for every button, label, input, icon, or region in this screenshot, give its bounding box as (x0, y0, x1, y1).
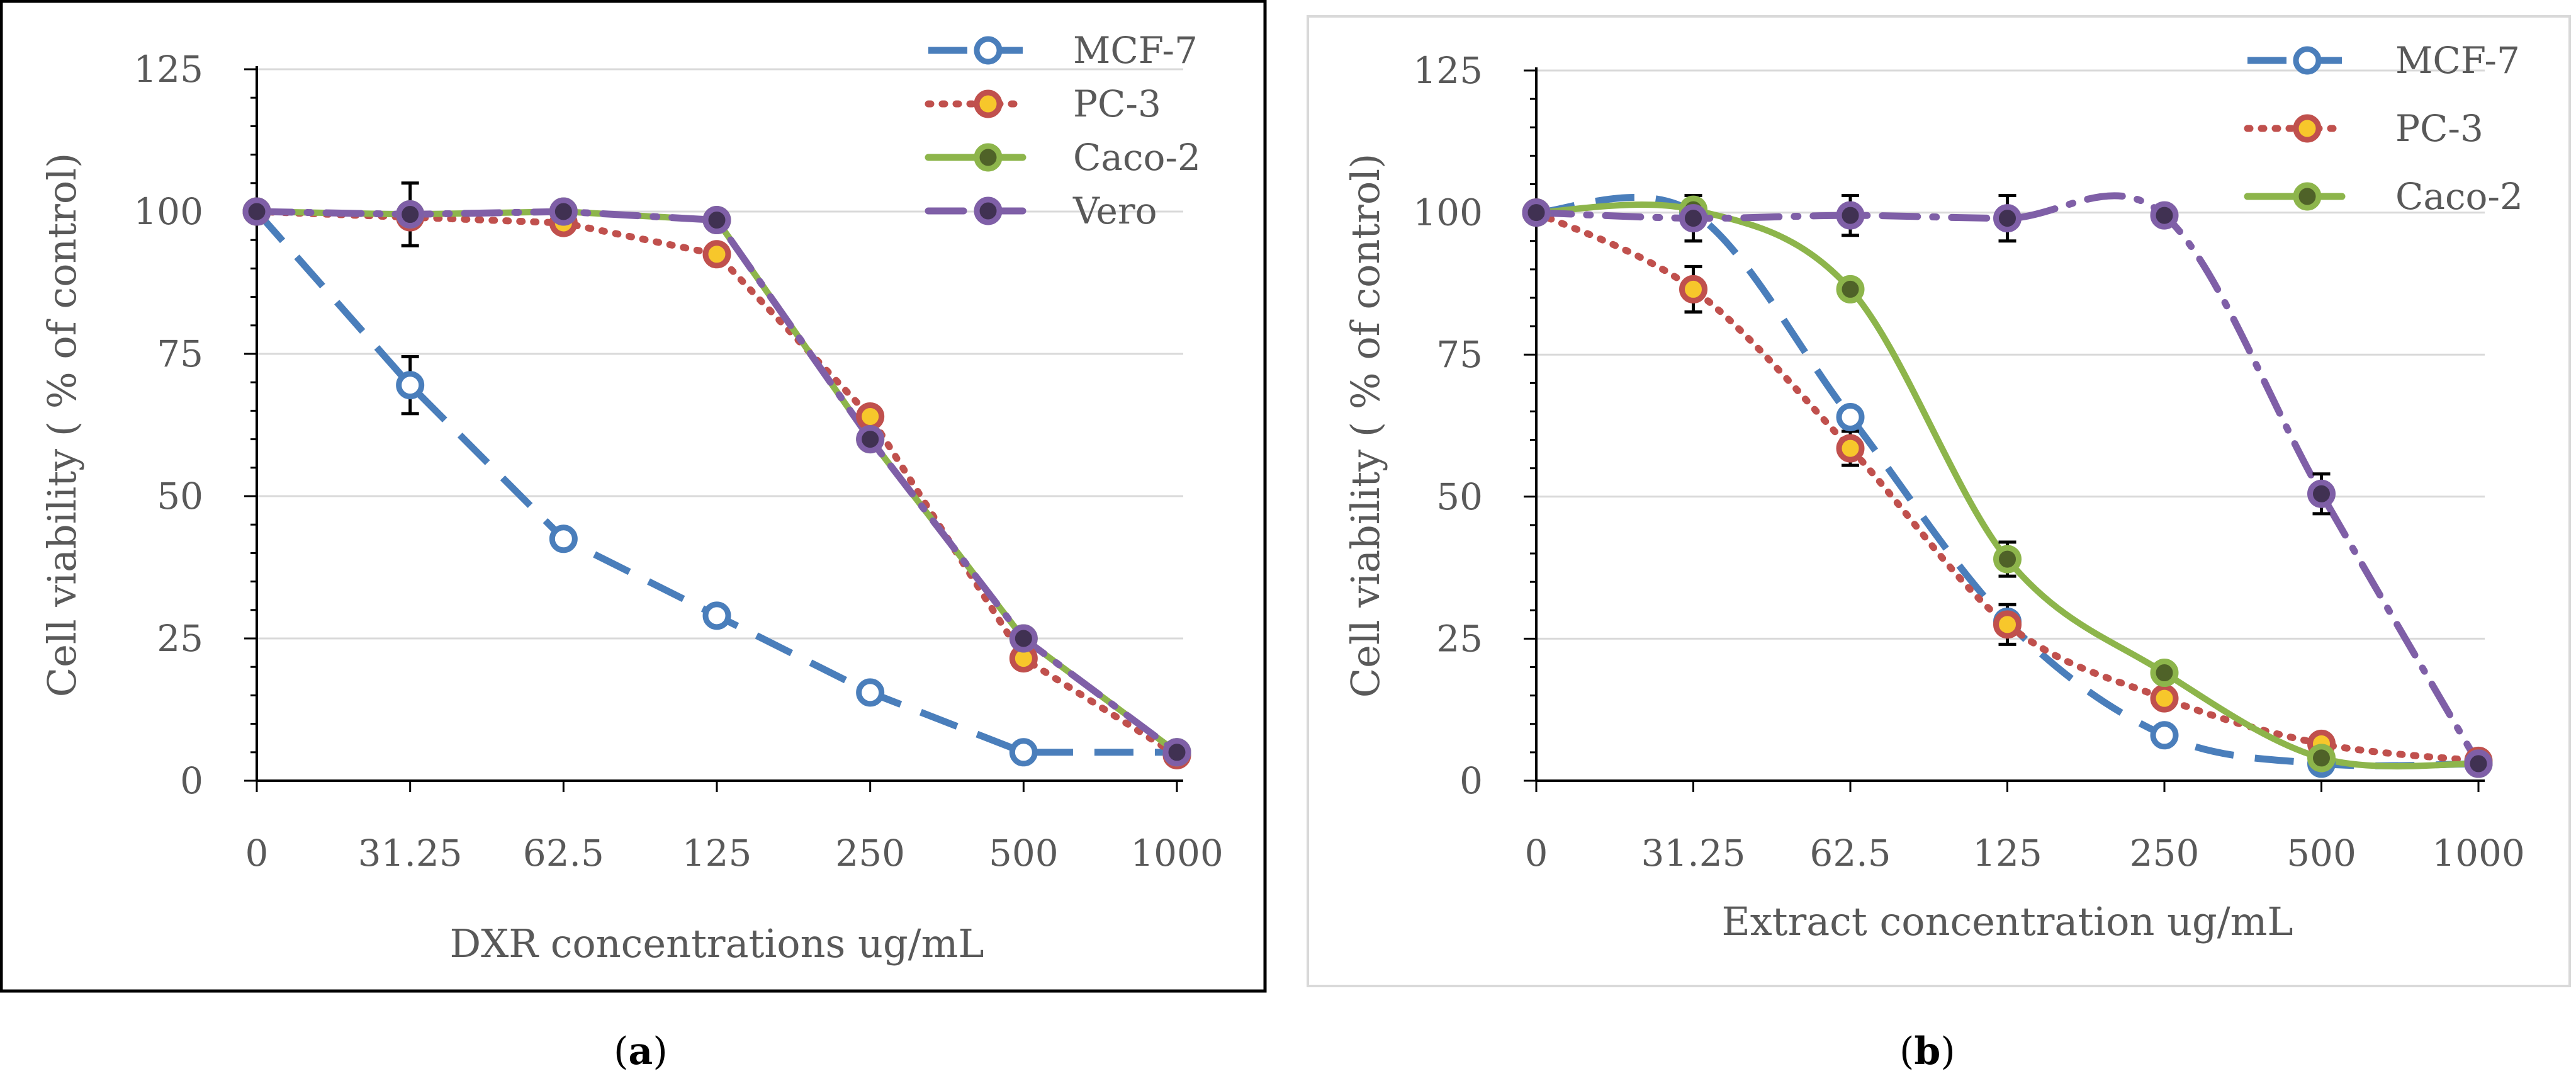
series-line-mcf-7 (254, 209, 1177, 756)
data-point-mcf-7 (702, 601, 731, 630)
x-tick-label: 62.5 (1809, 832, 1891, 875)
x-tick-label: 31.25 (358, 832, 463, 875)
data-point-vero (1009, 624, 1038, 653)
x-tick-label: 31.25 (1641, 832, 1745, 875)
legend-item: Caco-2 (2244, 175, 2523, 218)
x-tick-label: 500 (989, 832, 1059, 875)
data-point-vero (1162, 738, 1191, 767)
legend-marker (974, 36, 1003, 65)
data-point-pc-3 (702, 240, 731, 269)
series-line-pc-3 (253, 208, 1181, 759)
y-tick-label: 50 (157, 475, 203, 518)
x-tick-label: 125 (1972, 832, 2042, 875)
legend-item: MCF-7 (928, 29, 1198, 72)
data-point-unnamed (2307, 479, 2336, 508)
data-point-unnamed (2150, 201, 2179, 230)
x-tick-label: 62.5 (523, 832, 604, 875)
data-point-pc-3 (856, 402, 885, 431)
legend-item: MCF-7 (2247, 39, 2520, 82)
data-point-caco-2 (2307, 744, 2336, 773)
data-point-unnamed (1679, 204, 1707, 233)
x-tick-label: 250 (835, 832, 905, 875)
legend-marker (974, 196, 1003, 225)
y-tick-label: 100 (133, 190, 203, 233)
caption-b: (b) (1899, 1029, 1955, 1074)
legend-marker (2293, 114, 2322, 143)
y-tick-label: 125 (133, 48, 203, 91)
legend-label: MCF-7 (2395, 39, 2520, 82)
chart-border (0, 0, 1267, 993)
x-tick-label: 0 (245, 832, 269, 875)
series-line-pc-3 (1533, 209, 2482, 764)
y-tick-label: 125 (1413, 49, 1483, 92)
x-tick-label: 125 (682, 832, 752, 875)
data-point-vero (242, 197, 271, 226)
data-point-caco-2 (1993, 545, 2022, 574)
legend-label: PC-3 (1073, 82, 1161, 125)
data-point-pc-3 (1993, 610, 2022, 639)
caption-a: (a) (614, 1029, 668, 1074)
legend-label: MCF-7 (1073, 29, 1198, 72)
data-point-mcf-7 (2150, 721, 2179, 750)
data-point-vero (396, 200, 425, 229)
legend-item: Caco-2 (925, 136, 1201, 179)
series-line-caco-2 (1533, 201, 2482, 770)
data-point-pc-3 (1679, 275, 1707, 303)
y-axis-title: Cell viability ( % of control) (1342, 154, 1388, 698)
data-point-unnamed (1836, 201, 1865, 230)
legend-item: PC-3 (925, 82, 1161, 125)
legend-marker (974, 143, 1003, 172)
data-point-pc-3 (1836, 434, 1865, 463)
data-point-mcf-7 (396, 371, 425, 400)
data-point-mcf-7 (1836, 402, 1865, 431)
data-point-caco-2 (1836, 275, 1865, 303)
legend-label: Caco-2 (2395, 175, 2523, 218)
series-line-mcf-7 (1536, 194, 2479, 769)
y-tick-label: 75 (157, 332, 203, 375)
data-point-unnamed (2464, 749, 2493, 778)
x-axis-title: Extract concentration ug/mL (1721, 898, 2293, 944)
x-tick-label: 500 (2286, 832, 2356, 875)
y-tick-label: 75 (1436, 333, 1483, 376)
y-tick-label: 25 (1436, 617, 1483, 660)
x-axis-title: DXR concentrations ug/mL (449, 921, 984, 966)
data-point-mcf-7 (549, 524, 578, 553)
y-tick-label: 100 (1413, 191, 1483, 234)
data-point-mcf-7 (856, 678, 885, 707)
chart-panel-a: 0 25 50 75 100 125 0 31.25 62.5 125 250 500 1000 Cell… (0, 0, 1267, 993)
data-point-vero (856, 425, 885, 454)
series-line-vero (253, 208, 1181, 756)
data-point-caco-2 (2150, 659, 2179, 688)
y-tick-label: 50 (1436, 475, 1483, 518)
legend-item: Vero (925, 190, 1157, 232)
data-point-vero (549, 197, 578, 226)
series-line-unnamed (1533, 192, 2482, 768)
series-line-caco-2 (254, 208, 1180, 756)
chart-panel-b: 0 25 50 75 100 125 0 31.25 62.5 125 250 500 1000 Cell… (1307, 15, 2571, 987)
y-tick-label: 0 (180, 759, 203, 802)
legend-marker (974, 89, 1003, 118)
x-tick-label: 1000 (1130, 832, 1223, 875)
x-tick-label: 1000 (2432, 832, 2525, 875)
data-point-pc-3 (2150, 684, 2179, 713)
legend-marker (2293, 182, 2322, 211)
legend-item: PC-3 (2244, 107, 2483, 150)
chart-border (1307, 15, 2571, 987)
y-axis-title: Cell viability ( % of control) (39, 153, 85, 698)
data-point-unnamed (1993, 204, 2022, 233)
legend-marker (2293, 46, 2322, 75)
x-tick-label: 0 (1525, 832, 1548, 875)
y-tick-label: 0 (1460, 759, 1483, 802)
y-tick-label: 25 (157, 617, 203, 660)
data-point-mcf-7 (1009, 738, 1038, 767)
legend-label: Vero (1072, 190, 1157, 232)
legend-label: Caco-2 (1073, 136, 1201, 179)
legend-label: PC-3 (2395, 107, 2483, 150)
x-tick-label: 250 (2130, 832, 2200, 875)
data-point-vero (702, 206, 731, 235)
data-point-unnamed (1522, 198, 1551, 227)
